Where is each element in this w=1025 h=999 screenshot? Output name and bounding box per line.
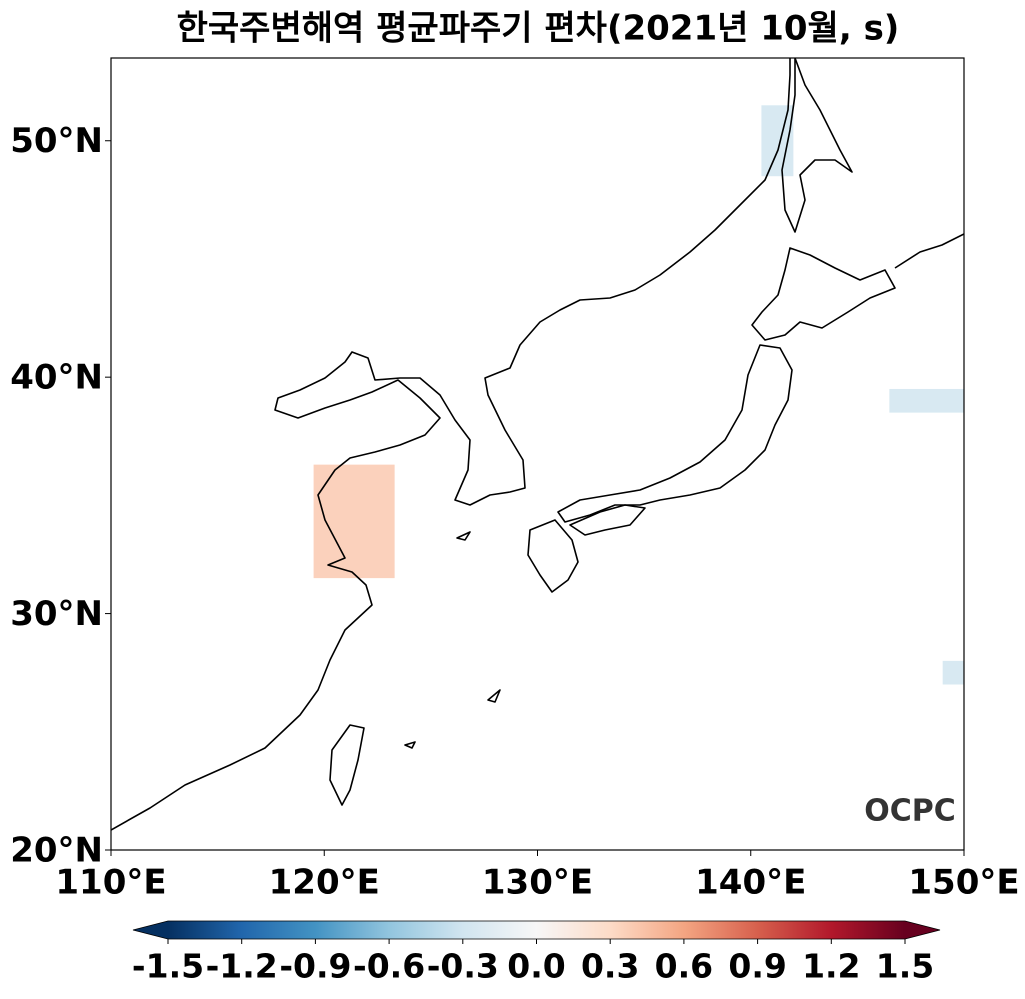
colorbar-tick-label: 0.0 [507,947,565,986]
colorbar-tick-label: 0.3 [581,947,639,986]
coastline [751,247,896,341]
colorbar-tick-label: -1.5 [132,947,204,986]
x-tick-label: 120°E [269,863,380,903]
coastline [894,233,964,269]
coastline [569,504,646,536]
x-tick-label: 130°E [482,863,593,903]
anomaly-patch [889,388,964,413]
logo: OCPC [864,794,956,829]
colorbar [168,921,905,939]
y-tick-label: 30°N [10,594,103,634]
coastlines [111,58,964,831]
y-tick-label: 50°N [10,121,103,161]
colorbar-tick-label: -0.9 [279,947,351,986]
anomaly-patch [942,660,964,685]
anomaly-patch [313,464,395,579]
colorbar-tick-label: 1.5 [876,947,934,986]
y-tick-label: 40°N [10,358,103,398]
colorbar-tick-label: 0.9 [728,947,786,986]
colorbar-tick-label: 0.6 [655,947,713,986]
coastline [527,519,579,593]
x-tick-label: 110°E [55,863,166,903]
coastline [404,531,501,749]
colorbar-tick-label: -0.3 [427,947,499,986]
anomaly-field [313,105,964,685]
colorbar-tick-label: 1.2 [802,947,860,986]
coastline [329,724,365,806]
colorbar-tick-label: -1.2 [206,947,278,986]
coastline [781,58,853,233]
x-tick-label: 140°E [695,863,806,903]
y-tick-label: 20°N [10,831,103,871]
chart-title: 한국주변해역 평균파주기 편차(2021년 10월, s) [177,9,900,49]
x-tick-label: 150°E [908,863,1019,903]
coastline [111,58,791,831]
colorbar-extend-low [133,921,168,939]
colorbar-tick-label: -0.6 [353,947,425,986]
coastline [557,344,793,523]
plot-frame [110,57,965,851]
colorbar-extend-high [905,921,940,939]
